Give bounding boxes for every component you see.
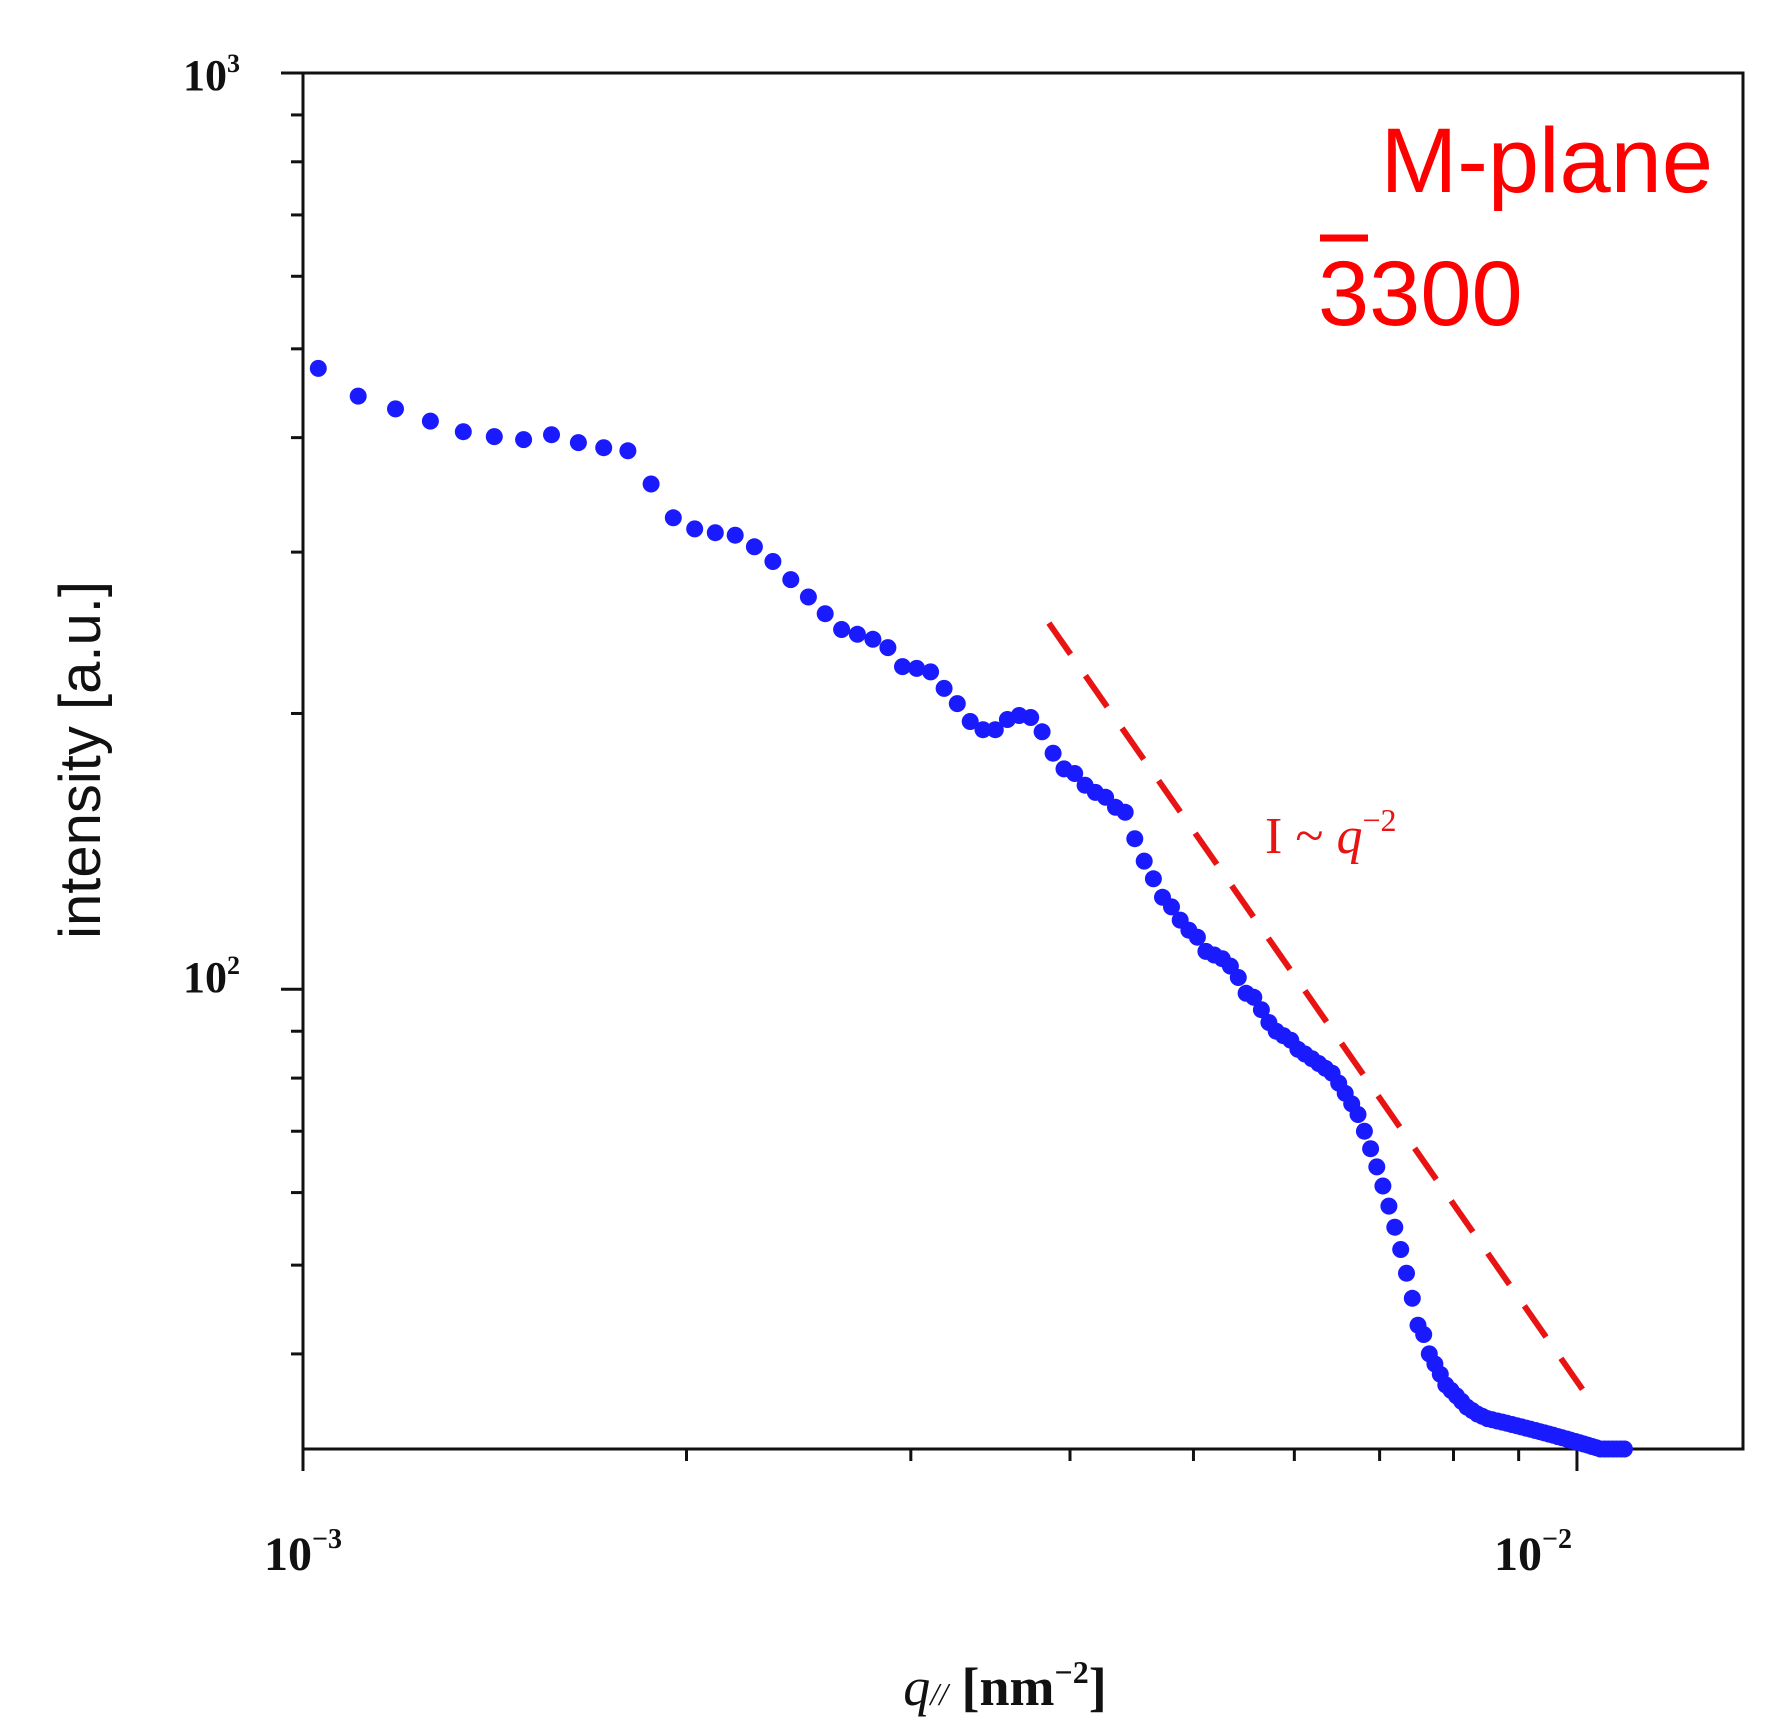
fit-line (1046, 621, 1585, 1391)
y-axis-label: intensity [a.u.] (48, 581, 113, 939)
data-point-82 (1398, 1264, 1415, 1282)
data-point-60 (1252, 1001, 1270, 1019)
data-point-28 (935, 679, 953, 697)
data-point-4 (454, 423, 472, 441)
fit-annotation: I ~ q−2 (1265, 802, 1397, 865)
data-point-83 (1403, 1289, 1421, 1307)
y-tick-label-100: 102 (183, 951, 240, 1002)
data-point-1 (349, 387, 367, 405)
data-point-35 (1022, 709, 1040, 726)
data-point-47 (1144, 870, 1162, 888)
data-point-78 (1374, 1177, 1392, 1195)
data-point-52 (1188, 928, 1206, 946)
data-point-57 (1229, 969, 1247, 986)
data-point-32 (986, 721, 1004, 739)
data-point-8 (569, 434, 587, 452)
data-point-31 (974, 721, 992, 739)
data-point-19 (799, 588, 817, 606)
data-points (309, 359, 1633, 1458)
data-point-6 (515, 431, 533, 449)
data-point-80 (1386, 1218, 1404, 1236)
data-point-13 (686, 520, 704, 538)
y-tick-label-1000: 103 (183, 49, 240, 100)
data-point-59 (1245, 988, 1263, 1006)
data-point-21 (833, 621, 851, 638)
data-point-81 (1392, 1241, 1410, 1258)
data-point-76 (1362, 1140, 1380, 1158)
x-tick-label-0.01: 10−2 (1494, 1524, 1572, 1581)
data-point-26 (908, 659, 926, 677)
data-point-2 (387, 400, 404, 418)
legend-plane-index: 3300 (1318, 234, 1523, 345)
data-point-85 (1415, 1326, 1433, 1343)
data-point-44 (1116, 803, 1134, 821)
major-ticks (281, 71, 1579, 1471)
data-point-14 (706, 524, 724, 542)
data-point-27 (922, 663, 940, 681)
data-point-75 (1355, 1122, 1373, 1140)
data-point-23 (864, 630, 882, 648)
data-point-11 (642, 475, 660, 493)
x-axis-label: q// [nm−2] (903, 1654, 1107, 1717)
data-point-20 (816, 605, 834, 623)
data-point-77 (1368, 1158, 1386, 1176)
data-point-74 (1349, 1106, 1367, 1123)
data-point-5 (485, 428, 503, 446)
data-point-16 (745, 538, 763, 556)
data-point-29 (948, 695, 966, 713)
data-point-0 (309, 359, 327, 377)
data-point-7 (543, 426, 560, 444)
data-point-49 (1163, 898, 1180, 916)
data-point-18 (782, 571, 800, 589)
data-point-24 (879, 639, 897, 657)
data-point-3 (421, 412, 439, 430)
data-point-25 (894, 658, 911, 676)
legend-title: M-plane (1381, 110, 1713, 212)
data-point-45 (1126, 830, 1144, 848)
data-point-30 (961, 713, 979, 730)
plot-frame (301, 71, 1745, 1451)
data-point-9 (595, 439, 613, 457)
data-point-17 (764, 553, 782, 570)
legend-plane-label: 3300 (1318, 243, 1523, 345)
data-point-15 (726, 526, 744, 544)
data-point-79 (1380, 1197, 1398, 1215)
data-point-128 (1615, 1440, 1633, 1458)
data-point-37 (1044, 744, 1062, 762)
x-tick-label-0.001: 10−3 (264, 1524, 342, 1581)
minor-ticks (291, 113, 1521, 1461)
data-point-39 (1066, 765, 1084, 782)
data-point-22 (848, 625, 866, 643)
data-point-46 (1135, 852, 1153, 870)
data-point-36 (1033, 723, 1051, 741)
data-point-10 (619, 442, 637, 460)
data-point-12 (664, 509, 682, 527)
